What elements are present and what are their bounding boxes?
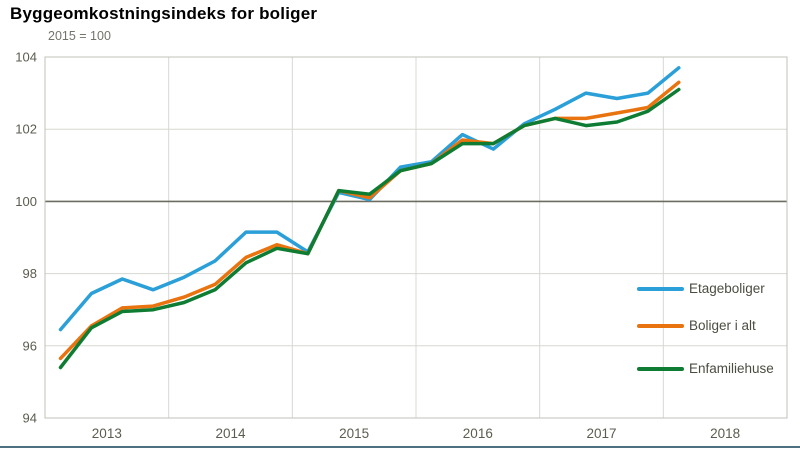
y-axis-tick-label: 102 bbox=[15, 122, 37, 137]
series-line-enfamiliehuse bbox=[58, 87, 681, 370]
x-axis-tick-label: 2017 bbox=[586, 426, 616, 441]
x-axis-tick-label: 2014 bbox=[215, 426, 246, 441]
y-axis-tick-label: 104 bbox=[15, 50, 37, 65]
bottom-divider bbox=[0, 446, 800, 448]
chart-subtitle: 2015 = 100 bbox=[48, 29, 111, 43]
y-axis-tick-label: 100 bbox=[15, 194, 37, 209]
y-axis-tick-label: 98 bbox=[23, 266, 37, 281]
y-axis-tick-label: 96 bbox=[23, 338, 37, 353]
x-axis-tick-label: 2016 bbox=[463, 426, 493, 441]
x-axis-tick-label: 2018 bbox=[710, 426, 740, 441]
x-axis-tick-label: 2013 bbox=[92, 426, 122, 441]
y-axis-tick-label: 94 bbox=[23, 411, 37, 426]
series-line-boliger-i-alt bbox=[58, 80, 681, 361]
x-axis-tick-label: 2015 bbox=[339, 426, 369, 441]
series-line-etageboliger bbox=[58, 66, 681, 332]
plot-border bbox=[44, 56, 788, 419]
chart-title: Byggeomkostningsindeks for boliger bbox=[10, 4, 318, 23]
